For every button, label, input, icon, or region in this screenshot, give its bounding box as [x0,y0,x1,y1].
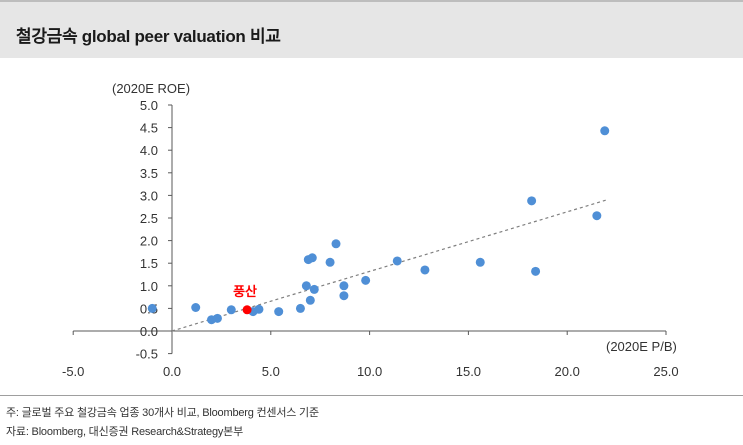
data-point [309,284,319,294]
x-tick-label: 15.0 [456,364,481,379]
source-note: 자료: Bloomberg, 대신증권 Research&Strategy본부 [6,426,244,438]
scatter-chart: -0.50.00.51.01.52.02.53.03.54.04.55.0-5.… [62,81,679,379]
data-point [307,253,317,263]
y-tick-label: 0.0 [140,324,158,339]
x-tick-label: 0.0 [163,364,181,379]
y-tick-label: 4.5 [140,121,158,136]
data-point [475,257,485,267]
trendline [171,199,607,332]
page-title: 철강금속 global peer valuation 비교 [16,27,281,46]
data-point [527,196,537,206]
y-tick-label: 2.0 [140,234,158,249]
data-point [600,126,610,136]
data-point [392,256,402,266]
data-point [325,257,335,267]
y-tick-label: 3.5 [140,166,158,181]
y-tick-label: 1.5 [140,256,158,271]
data-point [339,291,349,301]
x-tick-label: 20.0 [555,364,580,379]
data-point [295,303,305,313]
data-point [331,239,341,249]
y-axis-title: (2020E ROE) [112,81,190,96]
data-point [592,211,602,221]
y-tick-label: -0.5 [136,347,158,362]
y-tick-label: 3.0 [140,188,158,203]
data-point [361,275,371,285]
x-tick-label: 10.0 [357,364,382,379]
data-point [301,281,311,291]
x-axis-title: (2020E P/B) [606,339,677,354]
footnote: 주: 글로벌 주요 철강금속 업종 30개사 비교, Bloomberg 컨센서… [6,407,319,419]
x-tick-label: -5.0 [62,364,84,379]
highlight-label: 풍산 [233,284,257,299]
data-point [212,313,222,323]
divider [0,395,743,396]
data-point [274,307,284,317]
y-tick-label: 5.0 [140,98,158,113]
y-tick-label: 4.0 [140,143,158,158]
data-point [420,265,430,275]
y-tick-label: 2.5 [140,211,158,226]
data-point [531,266,541,276]
data-point [191,302,201,312]
data-point [226,305,236,315]
y-tick-label: 1.0 [140,279,158,294]
data-point [147,303,157,313]
x-tick-label: 25.0 [653,364,678,379]
x-tick-label: 5.0 [262,364,280,379]
data-point [254,304,264,314]
data-point [305,295,315,305]
data-point [339,281,349,291]
highlight-point [242,305,252,315]
title-bar: 철강금속 global peer valuation 비교 [0,0,743,58]
